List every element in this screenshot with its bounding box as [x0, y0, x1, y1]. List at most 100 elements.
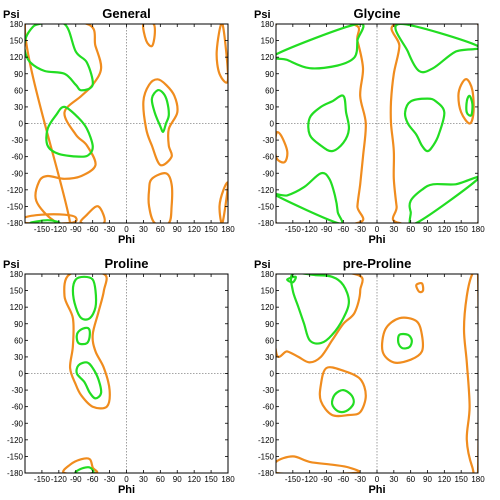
y-tick-label: -90	[11, 169, 23, 178]
y-tick-label: 120	[261, 53, 275, 62]
outer-contour	[318, 366, 367, 418]
y-tick-label: -30	[11, 386, 23, 395]
panel-glycine: -150 -120 -90 -60 -30 0 30 60 90 120 150 1801801501…	[254, 6, 485, 246]
x-tick-label: 150	[204, 225, 218, 234]
panel-general: -150 -120 -90 -60 -30 0 30 60 90 120 150 1801801501…	[3, 6, 235, 246]
y-tick-label: 150	[10, 287, 24, 296]
contours-proline	[62, 274, 111, 473]
y-tick-label: -90	[262, 169, 274, 178]
y-tick-label: -60	[11, 403, 23, 412]
x-tick-label: 90	[173, 475, 182, 484]
inner-contour	[465, 94, 474, 117]
x-tick-label: -120	[302, 225, 319, 234]
y-tick-label: 90	[14, 70, 23, 79]
outer-contour	[25, 24, 103, 223]
y-axis-label: Psi	[3, 259, 20, 271]
x-tick-label: -150	[34, 475, 51, 484]
y-tick-label: 180	[10, 20, 24, 29]
x-tick-label: 0	[124, 225, 129, 234]
y-tick-label: -180	[7, 469, 24, 478]
x-axis-label: Phi	[368, 484, 385, 496]
inner-contour	[150, 88, 170, 133]
x-tick-label: -30	[354, 475, 366, 484]
outer-contour	[25, 213, 78, 223]
outer-contour	[63, 274, 111, 410]
panel-pre-proline: -150 -120 -90 -60 -30 0 30 60 90 120 150 1801801501…	[254, 256, 485, 496]
y-tick-label: -60	[262, 153, 274, 162]
x-tick-label: -30	[104, 225, 116, 234]
contours-general	[25, 24, 228, 223]
x-tick-label: 60	[156, 475, 165, 484]
x-tick-label: 30	[389, 475, 398, 484]
y-tick-label: 150	[261, 287, 275, 296]
x-tick-label: -30	[104, 475, 116, 484]
panel-title: General	[102, 6, 150, 21]
y-tick-label: 180	[10, 270, 24, 279]
y-tick-label: -180	[7, 219, 24, 228]
inner-contour	[276, 24, 365, 70]
y-tick-label: 0	[19, 370, 24, 379]
y-tick-label: -120	[7, 186, 24, 195]
x-tick-label: 180	[471, 225, 485, 234]
outer-contour	[276, 274, 364, 364]
x-tick-label: -90	[70, 225, 82, 234]
inner-contour	[75, 361, 103, 400]
panel-proline: -150 -120 -90 -60 -30 0 30 60 90 120 150 1801801501…	[3, 256, 235, 496]
x-tick-label: 0	[375, 475, 380, 484]
y-tick-label: 60	[265, 86, 274, 95]
outer-contour	[147, 172, 174, 223]
x-tick-label: -60	[87, 475, 99, 484]
y-axis-label: Psi	[3, 9, 20, 21]
x-tick-label: -60	[87, 225, 99, 234]
y-tick-label: -120	[7, 436, 24, 445]
inner-contour	[29, 219, 61, 223]
y-tick-label: -150	[258, 452, 275, 461]
x-axis-label: Phi	[118, 234, 135, 246]
inner-contour	[45, 105, 94, 158]
x-tick-label: 90	[173, 225, 182, 234]
y-tick-label: 120	[10, 303, 24, 312]
y-tick-label: -60	[262, 403, 274, 412]
x-tick-label: 120	[438, 475, 452, 484]
outer-contour	[218, 181, 228, 223]
x-tick-label: 150	[454, 225, 468, 234]
outer-contour	[215, 24, 228, 84]
x-tick-label: -60	[338, 225, 350, 234]
outer-contour	[79, 205, 106, 223]
inner-contour	[307, 94, 351, 153]
y-tick-label: -30	[262, 386, 274, 395]
inner-contour	[74, 466, 95, 473]
inner-contour	[289, 274, 350, 345]
inner-contour	[71, 275, 98, 321]
x-tick-label: 120	[187, 475, 201, 484]
x-tick-label: 150	[454, 475, 468, 484]
inner-contour	[394, 24, 478, 74]
outer-contour	[276, 24, 367, 223]
x-tick-label: -150	[285, 225, 302, 234]
x-tick-label: -60	[338, 475, 350, 484]
outer-contour	[142, 78, 179, 167]
y-tick-label: 30	[14, 353, 23, 362]
inner-contour	[408, 175, 478, 223]
y-tick-label: 90	[265, 70, 274, 79]
y-tick-label: 0	[19, 120, 24, 129]
y-tick-label: 180	[261, 270, 275, 279]
y-tick-label: 120	[10, 53, 24, 62]
x-tick-label: 180	[221, 225, 235, 234]
x-axis-label: Phi	[368, 234, 385, 246]
x-tick-label: -150	[285, 475, 302, 484]
y-tick-label: 90	[265, 320, 274, 329]
y-tick-label: 30	[14, 103, 23, 112]
outer-contour	[62, 457, 99, 473]
x-tick-label: -90	[321, 475, 333, 484]
y-tick-label: -120	[258, 186, 275, 195]
y-tick-label: -150	[258, 202, 275, 211]
x-tick-label: 120	[187, 225, 201, 234]
y-tick-label: 30	[265, 103, 274, 112]
x-tick-label: 90	[423, 225, 432, 234]
x-tick-label: 150	[204, 475, 218, 484]
y-axis-label: Psi	[254, 9, 271, 21]
y-tick-label: -180	[258, 469, 275, 478]
y-tick-label: 30	[265, 353, 274, 362]
x-tick-label: 60	[406, 225, 415, 234]
